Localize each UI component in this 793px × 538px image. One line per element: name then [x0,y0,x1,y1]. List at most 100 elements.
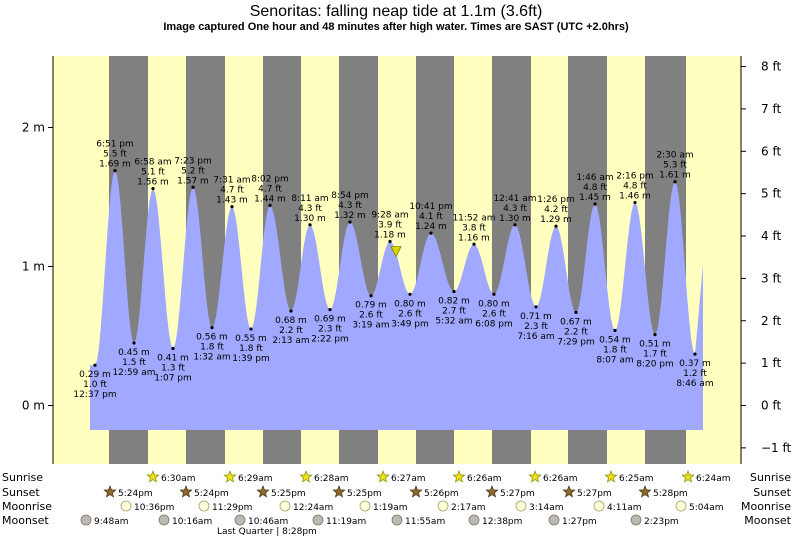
tide-ft-label: 1.8 ft [239,344,263,354]
tide-m-label: 1.57 m [177,176,209,186]
tide-ft-label: 2.7 ft [442,307,466,317]
tide-point [328,307,332,312]
tide-ft-label: 1.2 ft [683,369,707,379]
tide-time-label: 12:37 pm [73,390,116,400]
tide-point [249,327,253,331]
tide-m-label: 1.29 m [540,215,572,225]
tide-ft-label: 4.1 ft [419,212,443,222]
moonset-time: 1:27pm [562,517,597,527]
moonrise-icon [279,500,291,512]
tide-time-label: 6:51 pm [96,140,134,150]
sunset-icon [485,485,499,498]
moonset-icon [312,514,324,526]
sunrise-icon [299,470,313,483]
moonset-icon [391,514,403,526]
sunset-time: 5:26pm [424,489,459,499]
sunrise-time: 6:28am [314,474,349,484]
tide-ft-label: 4.7 ft [220,186,244,196]
tide-time-label: 12:59 am [112,368,155,378]
tide-m-label: 0.67 m [560,317,592,327]
tide-m-label: 1.18 m [374,230,406,240]
tide-time-label: 9:28 am [371,210,408,220]
tide-m-label: 1.61 m [659,171,691,181]
moonrise-time: 2:17am [451,503,486,513]
moonrise-time: 12:24am [293,503,333,513]
tide-ft-label: 2.6 ft [359,311,383,321]
astro-rows: Sunrise Sunrise 6:30am 6:29am 6:28am 6:27am 6:… [2,470,792,537]
tide-m-label: 0.71 m [520,312,552,322]
right-tick-label: 4 ft [761,229,781,243]
tide-m-label: 0.41 m [157,354,189,364]
tide-ft-label: 2.3 ft [318,325,342,335]
tide-point [613,328,617,333]
tide-m-label: 1.24 m [415,222,447,232]
moonset-time: 10:46am [248,517,288,527]
moonrise-icon [359,500,371,512]
sunset-icon [409,485,423,498]
water-area [90,170,703,430]
tide-ft-label: 4.8 ft [623,182,647,192]
tide-ft-label: 4.3 ft [298,204,322,214]
tide-time-label: 8:54 pm [331,191,369,201]
tide-time-label: 10:41 pm [409,202,452,212]
right-tick-label: 2 ft [761,314,781,328]
chart-title: Senoritas: falling neap tide at 1.1m (3.… [250,3,543,20]
tide-m-label: 0.69 m [314,315,346,325]
tide-point [230,205,234,209]
moonset-time: 11:55am [405,517,445,527]
tide-time-label: 7:16 am [517,332,554,342]
sunset-icon [256,485,270,498]
tide-point [388,239,392,244]
sunset-row-label: Sunset [2,486,40,499]
sunrise-icon [223,470,237,483]
sunrise-time: 6:26am [543,474,578,484]
tide-m-label: 1.30 m [499,214,531,224]
tide-time-label: 6:08 pm [475,319,513,329]
tide-point [429,231,433,235]
tide-point [132,341,136,345]
moonrise-time: 1:19am [373,503,408,513]
moonrise-row-label: Moonrise [2,500,52,513]
tide-point [151,187,155,191]
tide-point [693,352,697,356]
sunset-time: 5:27pm [500,489,535,499]
sunrise-row-label-right: Sunrise [750,471,791,484]
tide-ft-label: 1.7 ft [643,350,667,360]
sunset-time: 5:24pm [194,489,229,499]
tide-ft-label: 5.5 ft [103,150,127,160]
moonset-icon [158,514,170,526]
tide-m-label: 0.80 m [478,299,510,309]
tide-ft-label: 5.3 ft [663,161,687,171]
tide-m-label: 1.32 m [334,211,366,221]
tide-time-label: 8:46 am [676,379,713,389]
sunrise-icon [452,470,466,483]
right-tick-label: 3 ft [761,271,781,285]
tide-time-label: 1:39 pm [232,354,270,364]
tide-ft-label: 2.6 ft [482,309,506,319]
sunset-row-label-right: Sunset [753,486,791,499]
sunrise-icon [528,470,542,483]
tide-time-label: 8:07 am [596,355,633,365]
tide-time-label: 8:02 pm [251,174,289,184]
tide-time-label: 5:32 am [435,317,472,327]
tide-point [554,224,558,228]
sunrise-icon [146,470,160,483]
sunrise-time: 6:27am [391,474,426,484]
moonset-row-label: Moonset [2,514,49,527]
tide-point [210,326,214,330]
tide-time-label: 3:49 pm [391,319,429,329]
tide-point [171,346,175,351]
tide-point [574,310,578,314]
tide-ft-label: 4.8 ft [583,183,607,193]
tide-ft-label: 2.3 ft [524,322,548,332]
tide-ft-label: 4.3 ft [338,201,362,211]
current-level-marker [390,246,402,258]
sunrise-time: 6:24am [696,474,731,484]
tide-m-label: 0.45 m [118,348,150,358]
tide-ft-label: 5.2 ft [181,166,205,176]
left-tick-label: 1 m [22,260,45,274]
sunset-icon [562,485,576,498]
tide-time-label: 11:52 am [452,213,495,223]
moonset-row-label-right: Moonset [744,514,791,527]
